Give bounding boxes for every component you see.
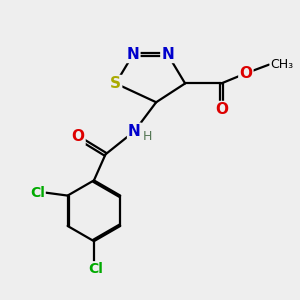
Text: O: O <box>239 66 252 81</box>
Text: N: N <box>127 47 140 62</box>
Text: CH₃: CH₃ <box>271 58 294 71</box>
Text: H: H <box>143 130 152 143</box>
Text: S: S <box>110 76 121 91</box>
Text: O: O <box>215 102 228 117</box>
Text: Cl: Cl <box>88 262 103 276</box>
Text: N: N <box>128 124 141 139</box>
Text: O: O <box>71 130 85 145</box>
Text: N: N <box>161 47 174 62</box>
Text: Cl: Cl <box>30 186 45 200</box>
